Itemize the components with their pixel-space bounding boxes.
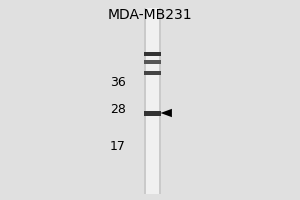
Bar (144, 110, 160, 116)
Text: 28: 28 (110, 103, 126, 116)
Polygon shape (160, 109, 172, 117)
Bar (144, 60, 160, 64)
Bar (159, 8, 160, 194)
Bar (144, 8, 160, 194)
Bar (144, 8, 146, 194)
Bar (144, 52, 160, 56)
Text: 17: 17 (110, 140, 126, 154)
Text: MDA-MB231: MDA-MB231 (108, 8, 192, 22)
Bar (144, 71, 160, 75)
Text: 36: 36 (110, 76, 126, 90)
